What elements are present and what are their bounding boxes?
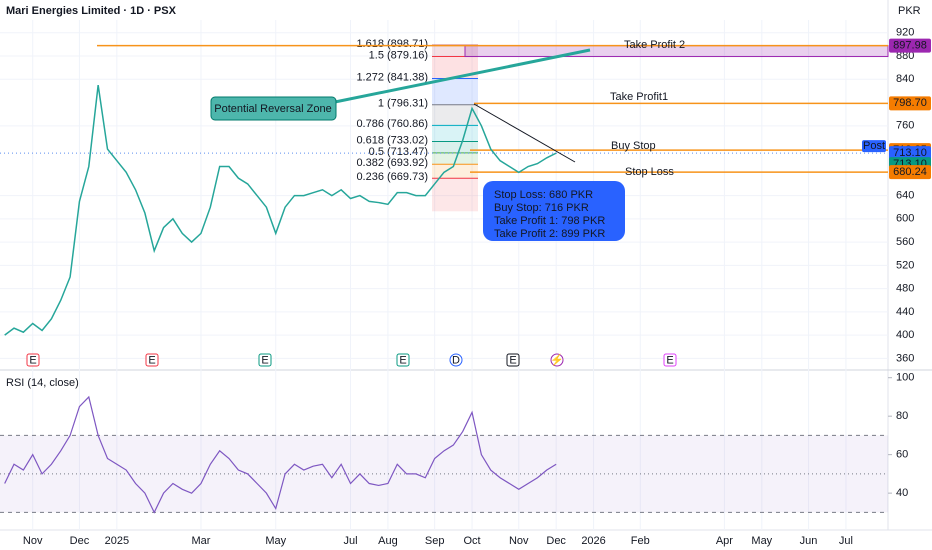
trendline xyxy=(473,103,576,163)
fib-label: 0.786 (760.86) xyxy=(356,118,428,130)
event-label: ⚡ xyxy=(550,353,564,366)
fib-band xyxy=(432,164,478,179)
target-label: Take Profit 2 xyxy=(624,39,685,51)
y-tick-label: 440 xyxy=(896,306,914,318)
fib-band xyxy=(432,141,478,153)
currency: PKR xyxy=(898,5,921,17)
y-tick-label: 520 xyxy=(896,259,914,271)
rsi-tick-label: 60 xyxy=(896,449,908,461)
x-tick-label: Oct xyxy=(463,535,480,547)
fib-band xyxy=(432,56,478,79)
note-box xyxy=(483,181,625,241)
x-tick-label: Jul xyxy=(343,535,357,547)
x-tick-label: Apr xyxy=(716,535,733,547)
rsi-tick-label: 80 xyxy=(896,410,908,422)
price-tag-label: 713.10 xyxy=(893,147,927,159)
event-label: E xyxy=(509,354,516,366)
price-line-series xyxy=(4,85,557,336)
fib-label: 1.272 (841.38) xyxy=(356,71,428,83)
callout-text: Potential Reversal Zone xyxy=(214,103,331,115)
price-tag xyxy=(889,146,931,161)
fib-label: 1 (796.31) xyxy=(378,98,428,110)
x-tick-label: Feb xyxy=(631,535,650,547)
x-tick-label: Aug xyxy=(378,535,398,547)
fib-band xyxy=(432,104,478,126)
event-icon xyxy=(396,353,410,367)
post-label: Post xyxy=(863,140,885,152)
note-line: Buy Stop: 716 PKR xyxy=(494,202,589,214)
target-label: Stop Loss xyxy=(625,166,674,178)
target-label: Buy Stop xyxy=(611,140,656,152)
callout-box xyxy=(210,96,337,121)
fib-band xyxy=(432,178,478,212)
rsi-line xyxy=(4,395,557,514)
y-tick-label: 880 xyxy=(896,50,914,62)
price-tag xyxy=(889,96,931,111)
x-tick-label: May xyxy=(751,535,772,547)
rsi-tick-label: 40 xyxy=(896,487,908,499)
y-tick-label: 760 xyxy=(896,120,914,132)
x-tick-label: Sep xyxy=(425,535,445,547)
event-label: E xyxy=(29,354,36,366)
x-tick-label: 2026 xyxy=(581,535,605,547)
event-icon xyxy=(449,353,463,367)
y-tick-label: 360 xyxy=(896,352,914,364)
x-tick-label: Jun xyxy=(800,535,818,547)
y-tick-label: 640 xyxy=(896,189,914,201)
x-tick-label: Dec xyxy=(546,535,566,547)
x-tick-label: Mar xyxy=(191,535,210,547)
rsi-tick-label: 100 xyxy=(896,372,914,384)
fib-band xyxy=(432,125,478,142)
post-tag xyxy=(862,140,886,153)
price-tag-label: 680.24 xyxy=(893,166,927,178)
event-icon xyxy=(26,353,40,367)
note-line: Take Profit 2: 899 PKR xyxy=(494,228,605,240)
callout-pointer xyxy=(329,48,591,105)
event-label: E xyxy=(148,354,155,366)
event-icon xyxy=(145,353,159,367)
y-tick-label: 400 xyxy=(896,329,914,341)
y-tick-label: 920 xyxy=(896,27,914,39)
event-icon xyxy=(258,353,272,367)
x-tick-label: Dec xyxy=(70,535,90,547)
fib-label: 1.618 (898.71) xyxy=(356,38,428,50)
x-tick-label: Nov xyxy=(23,535,43,547)
rsi-title: RSI (14, close) xyxy=(6,377,79,389)
event-label: D xyxy=(452,354,460,366)
target-label: Take Profit1 xyxy=(610,91,668,103)
event-label: E xyxy=(261,354,268,366)
price-tag xyxy=(889,38,931,53)
event-icon xyxy=(506,353,520,367)
event-icon xyxy=(663,353,677,367)
fib-label: 0.5 (713.47) xyxy=(369,146,428,158)
fib-label: 0.236 (669.73) xyxy=(356,171,428,183)
fib-band xyxy=(432,45,478,57)
note-line: Take Profit 1: 798 PKR xyxy=(494,215,605,227)
price-tag xyxy=(889,165,931,180)
note-line: Stop Loss: 680 PKR xyxy=(494,189,593,201)
fib-label: 1.5 (879.16) xyxy=(369,49,428,61)
y-tick-label: 480 xyxy=(896,283,914,295)
event-label: E xyxy=(666,354,673,366)
price-tag-label: 798.70 xyxy=(893,97,927,109)
event-icon xyxy=(550,353,564,367)
x-tick-label: 2025 xyxy=(105,535,129,547)
y-tick-label: 600 xyxy=(896,213,914,225)
fib-label: 0.618 (733.02) xyxy=(356,134,428,146)
x-tick-label: Jul xyxy=(839,535,853,547)
y-tick-label: 840 xyxy=(896,73,914,85)
chart-title: Mari Energies Limited · 1D · PSX xyxy=(6,5,177,17)
price-tag-label: 897.98 xyxy=(893,39,927,51)
x-tick-label: May xyxy=(265,535,286,547)
x-tick-label: Nov xyxy=(509,535,529,547)
fib-band xyxy=(432,78,478,105)
fib-label: 0.382 (693.92) xyxy=(356,157,428,169)
y-tick-label: 560 xyxy=(896,236,914,248)
event-label: E xyxy=(399,354,406,366)
fib-band xyxy=(432,152,478,165)
